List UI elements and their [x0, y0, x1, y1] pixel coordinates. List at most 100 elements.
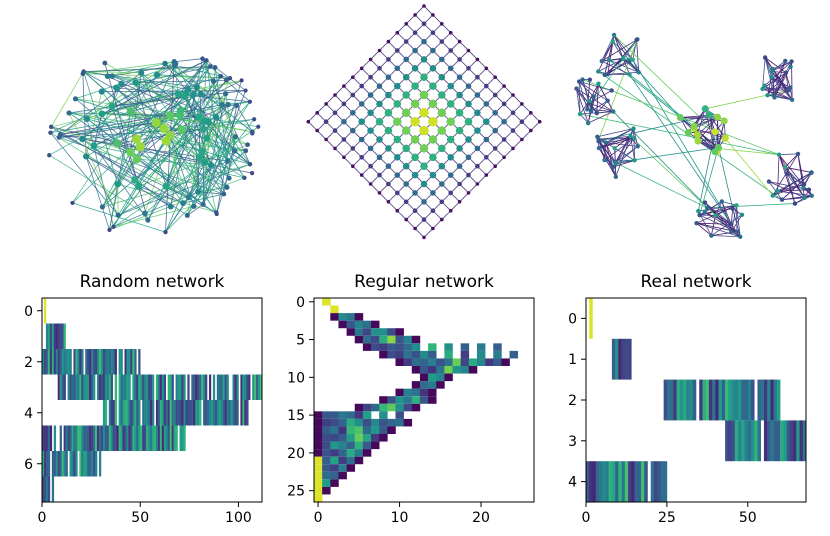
- heatmap-cell: [216, 400, 220, 426]
- network-node: [342, 84, 346, 88]
- heatmap-cell: [120, 374, 123, 400]
- heatmap-cell: [254, 374, 257, 400]
- network-node: [395, 48, 400, 53]
- network-node: [395, 208, 400, 213]
- heatmap-cell: [387, 418, 396, 427]
- network-node: [190, 91, 197, 98]
- network-edge: [615, 147, 719, 163]
- network-edge: [530, 112, 541, 123]
- network-edge: [361, 174, 371, 185]
- heatmap-cell: [51, 476, 55, 502]
- heatmap-cell: [509, 350, 519, 359]
- heatmap-cell: [371, 418, 380, 427]
- network-edge: [576, 88, 581, 115]
- heatmap-cell: [362, 328, 372, 336]
- network-node: [429, 171, 437, 179]
- network-edge: [139, 122, 157, 147]
- heatmap-cell: [751, 379, 755, 421]
- heatmap-cell: [95, 451, 98, 477]
- heatmap-cell: [155, 374, 159, 400]
- heatmap-cell: [362, 411, 372, 419]
- network-node: [200, 56, 205, 61]
- network-node: [109, 73, 116, 79]
- network-node: [232, 134, 239, 140]
- heatmap-cell: [411, 396, 421, 404]
- x-tick-label: 50: [739, 510, 757, 526]
- heatmap-cell: [93, 374, 96, 400]
- network-node: [47, 153, 52, 158]
- network-node: [411, 171, 419, 179]
- network-edge: [598, 83, 608, 101]
- network-node: [341, 101, 347, 107]
- network-node: [702, 210, 707, 215]
- network-node: [739, 212, 745, 218]
- heatmap-cell: [191, 374, 194, 400]
- heatmap-cell: [387, 328, 396, 336]
- network-edge: [334, 148, 345, 158]
- network-node: [214, 211, 219, 217]
- network-edge: [715, 215, 738, 233]
- heatmap-cell: [226, 374, 229, 400]
- heatmap-cell: [379, 335, 388, 344]
- heatmap-cell: [354, 441, 364, 450]
- heatmap-cell: [354, 418, 364, 427]
- network-node: [464, 117, 473, 126]
- heatmap-cell: [387, 403, 396, 412]
- heatmap-cell: [728, 420, 732, 462]
- network-edge: [718, 148, 780, 156]
- network-edge: [165, 60, 207, 187]
- heatmap-cell: [53, 425, 57, 451]
- heatmap-cell: [71, 374, 74, 400]
- network-node: [775, 188, 780, 194]
- network-node: [108, 102, 116, 110]
- network-edge: [598, 128, 634, 149]
- network-node: [404, 22, 409, 26]
- network-edge: [83, 71, 119, 185]
- network-edge: [316, 103, 327, 114]
- network-edge: [51, 126, 131, 153]
- network-node: [221, 191, 227, 197]
- heatmap-cell: [207, 400, 210, 426]
- heatmap-cell: [362, 441, 372, 450]
- heatmap-cell: [242, 400, 245, 426]
- heatmap-cell: [75, 451, 78, 477]
- network-edge: [579, 81, 612, 91]
- network-edge: [201, 150, 245, 179]
- heatmap-cell: [419, 396, 429, 404]
- network-node: [385, 91, 392, 99]
- heatmap-cell: [189, 400, 192, 426]
- network-node: [145, 217, 151, 223]
- network-edge: [187, 60, 207, 90]
- heatmap-cell: [49, 425, 53, 451]
- network-node: [730, 206, 735, 211]
- network-edge: [705, 108, 725, 122]
- heatmap-cell: [43, 349, 47, 375]
- network-node: [184, 212, 190, 218]
- heatmap-cell: [387, 426, 396, 434]
- real-network-graph: [574, 32, 814, 239]
- heatmap-cell: [322, 434, 331, 442]
- network-edge: [697, 116, 718, 135]
- y-tick-label: 4: [568, 475, 577, 491]
- heatmap-cell: [387, 343, 396, 351]
- heatmap-cell: [171, 400, 174, 426]
- network-edge: [696, 108, 706, 135]
- heatmap-cell: [124, 349, 127, 375]
- network-node: [610, 164, 616, 170]
- network-node: [185, 194, 192, 201]
- heatmap-cell: [734, 379, 739, 421]
- network-node: [420, 180, 428, 188]
- network-node: [402, 162, 410, 170]
- heatmap-cell: [395, 411, 404, 419]
- heatmap-cell: [314, 486, 323, 495]
- heatmap-cell: [47, 425, 51, 451]
- heatmap-cell: [763, 379, 768, 421]
- heatmap-cell: [75, 349, 78, 375]
- network-node: [721, 134, 729, 142]
- network-node: [595, 134, 600, 139]
- network-node: [429, 82, 437, 90]
- heatmap-cell: [210, 400, 214, 426]
- network-node: [151, 118, 161, 128]
- heatmap-cell: [45, 476, 49, 502]
- network-node: [386, 39, 391, 44]
